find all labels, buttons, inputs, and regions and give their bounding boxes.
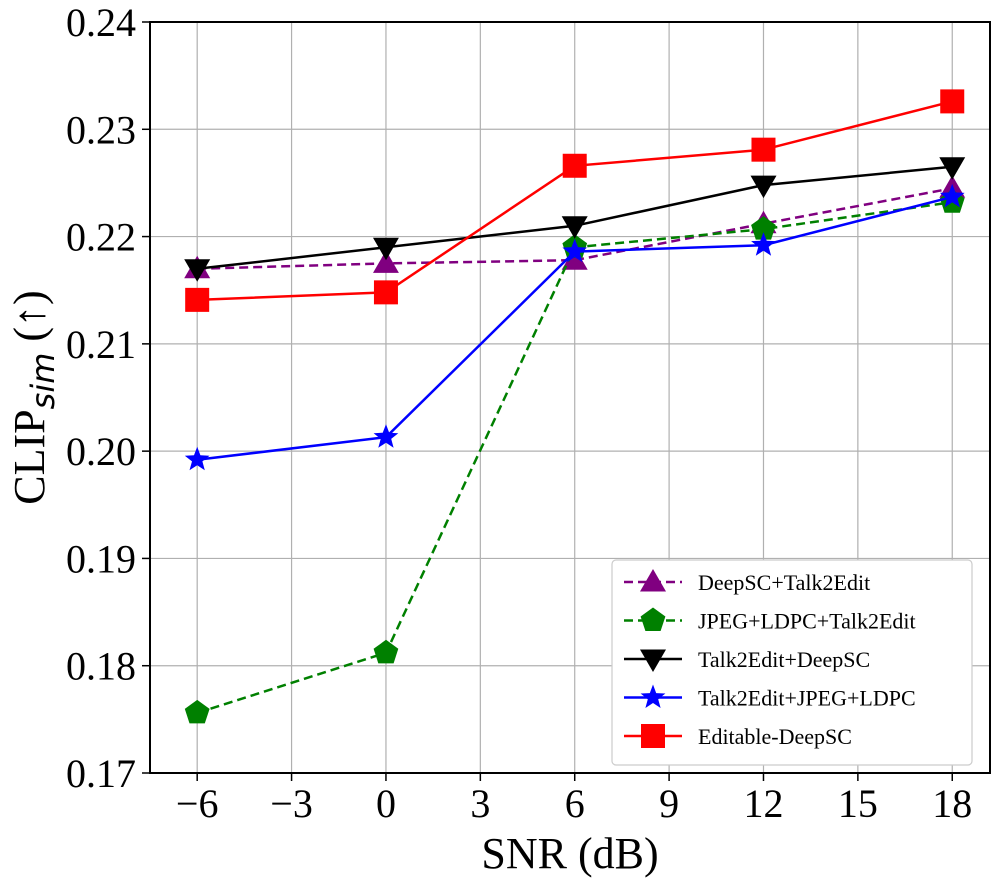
x-tick-label: −3 [270,781,313,826]
data-point-marker [185,287,210,312]
legend-item: DeepSC+Talk2Edit [624,569,870,595]
x-tick-label: 18 [932,781,972,826]
data-point-marker [751,137,776,162]
data-point-marker [939,183,965,208]
data-point-marker [373,639,399,664]
legend-label: DeepSC+Talk2Edit [698,570,870,595]
y-tick-label: 0.18 [66,644,136,689]
x-tick-label: 12 [743,781,783,826]
x-axis-label: SNR (dB) [481,829,658,878]
data-point-marker [640,684,666,708]
data-point-marker [373,424,399,448]
data-point-marker [750,175,777,199]
y-tick-label: 0.24 [66,0,136,45]
x-tick-label: 0 [376,781,396,826]
series-layer [184,89,966,724]
legend-item: JPEG+LDPC+Talk2Edit [624,607,916,634]
data-point-marker [641,724,665,748]
data-point-marker [640,569,666,592]
series-line [197,187,953,271]
series-talk2edit-deepsc [184,157,966,282]
legend-label: Editable-DeepSC [698,724,852,749]
data-point-marker [373,280,398,305]
data-point-marker [373,250,399,273]
series-talk2edit-jpeg-ldpc [184,183,965,471]
y-tick-label: 0.21 [66,322,136,367]
series-editable-deepsc [185,89,965,312]
y-tick-label: 0.19 [66,536,136,581]
data-point-marker [751,216,776,240]
data-point-marker [640,649,666,672]
x-tick-label: 3 [470,781,490,826]
data-point-marker [561,247,588,270]
x-tick-label: 15 [838,781,878,826]
legend: DeepSC+Talk2Edit JPEG+LDPC+Talk2Edit Talk2… [611,559,973,766]
data-point-marker [562,153,587,178]
legend-item: Talk2Edit+JPEG+LDPC [624,684,916,711]
data-point-marker [939,157,966,180]
data-point-marker [184,699,210,724]
y-tick-label: 0.22 [66,215,136,260]
x-tick-label: 9 [659,781,679,826]
y-axis-label: CLIPsim (↑) [5,290,62,504]
data-point-marker [184,259,211,282]
plot-frame [149,21,991,774]
data-point-marker [562,238,588,263]
data-point-marker [373,237,399,261]
legend-label: JPEG+LDPC+Talk2Edit [698,609,916,634]
data-point-marker [940,89,965,114]
data-point-marker [184,446,210,471]
legend-label: Talk2Edit+JPEG+LDPC [698,686,916,711]
x-tick-label: 6 [565,781,585,826]
data-point-marker [561,216,588,239]
y-axis-label-main: CLIP [5,409,54,504]
legend-label: Talk2Edit+DeepSC [698,647,870,672]
axis-ticks: −6 −3 0 3 6 9 12 15 18 0.17 0.18 0.19 0.20 0.21 0.22 0.… [66,0,972,826]
y-tick-label: 0.20 [66,429,136,474]
x-tick-label: −6 [176,781,219,826]
y-tick-label: 0.17 [66,751,136,796]
legend-item: Editable-DeepSC [624,724,852,749]
y-axis-label-suffix: (↑) [5,290,54,352]
data-point-marker [751,232,776,256]
legend-item: Talk2Edit+DeepSC [624,647,870,672]
data-point-marker [640,607,666,631]
y-tick-label: 0.23 [66,107,136,152]
y-axis-label-subscript: sim [24,353,62,410]
legend-box [611,559,973,766]
